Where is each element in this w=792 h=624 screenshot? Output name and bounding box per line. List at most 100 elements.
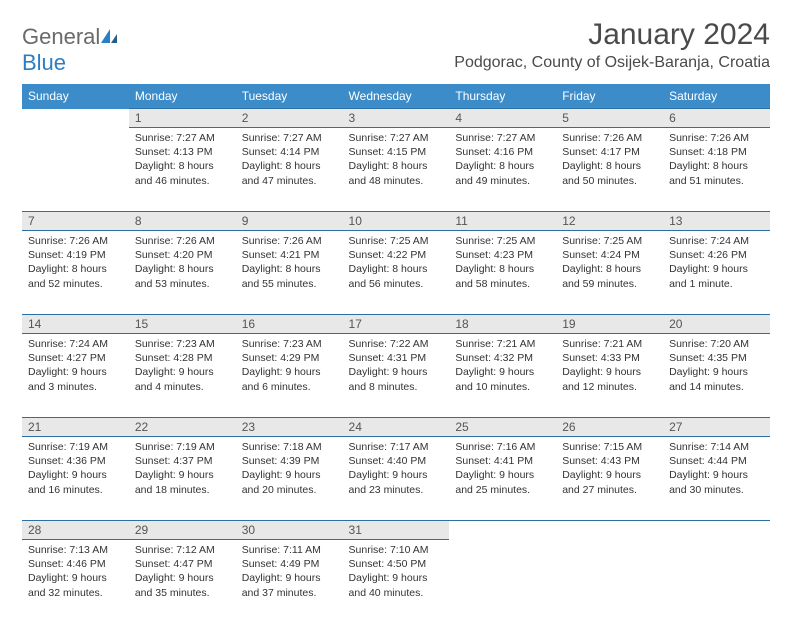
day-header: Friday: [556, 84, 663, 109]
sunset-text: Sunset: 4:22 PM: [349, 248, 444, 262]
daylight-text: Daylight: 9 hours and 25 minutes.: [455, 468, 550, 496]
sunset-text: Sunset: 4:31 PM: [349, 351, 444, 365]
daynum-row: 123456: [22, 109, 770, 128]
day-number: 11: [455, 214, 550, 228]
daylight-text: Daylight: 9 hours and 40 minutes.: [349, 571, 444, 599]
sunset-text: Sunset: 4:28 PM: [135, 351, 230, 365]
daynum-cell: 13: [663, 212, 770, 231]
week-row: Sunrise: 7:26 AMSunset: 4:19 PM Daylight:…: [22, 231, 770, 315]
day-header: Tuesday: [236, 84, 343, 109]
day-header-row: Sunday Monday Tuesday Wednesday Thursday…: [22, 84, 770, 109]
daylight-text: Daylight: 8 hours and 58 minutes.: [455, 262, 550, 290]
day-cell: [663, 540, 770, 624]
sunset-text: Sunset: 4:44 PM: [669, 454, 764, 468]
day-number: 8: [135, 214, 230, 228]
day-number: 17: [349, 317, 444, 331]
day-cell: Sunrise: 7:24 AMSunset: 4:27 PMDaylight:…: [22, 334, 129, 418]
day-cell: Sunrise: 7:19 AMSunset: 4:37 PMDaylight:…: [129, 437, 236, 521]
sunrise-text: Sunrise: 7:17 AM: [349, 440, 444, 454]
day-cell: Sunrise: 7:14 AMSunset: 4:44 PMDaylight:…: [663, 437, 770, 521]
daynum-cell: 25: [449, 418, 556, 437]
daynum-cell: 5: [556, 109, 663, 128]
daynum-row: 78910111213: [22, 212, 770, 231]
day-cell: Sunrise: 7:25 AMSunset: 4:23 PMDaylight:…: [449, 231, 556, 315]
day-cell: Sunrise: 7:21 AMSunset: 4:33 PMDaylight:…: [556, 334, 663, 418]
day-cell: [449, 540, 556, 624]
daynum-cell: [22, 109, 129, 128]
daynum-cell: 18: [449, 315, 556, 334]
day-cell: Sunrise: 7:10 AMSunset: 4:50 PMDaylight:…: [343, 540, 450, 624]
daylight-text: Daylight: 9 hours and 12 minutes.: [562, 365, 657, 393]
day-details: Sunrise: 7:27 AMSunset: 4:16 PMDaylight:…: [455, 131, 550, 188]
day-details: Sunrise: 7:26 AMSunset: 4:19 PMDaylight:…: [28, 234, 123, 291]
sunrise-text: Sunrise: 7:16 AM: [455, 440, 550, 454]
daylight-text: Daylight: 8 hours and 47 minutes.: [242, 159, 337, 187]
sunset-text: Sunset: 4:20 PM: [135, 248, 230, 262]
day-cell: Sunrise: 7:17 AMSunset: 4:40 PMDaylight:…: [343, 437, 450, 521]
sunset-text: Sunset: 4:29 PM: [242, 351, 337, 365]
day-cell: Sunrise: 7:27 AMSunset: 4:15 PMDaylight:…: [343, 128, 450, 212]
daynum-cell: 16: [236, 315, 343, 334]
daynum-cell: 2: [236, 109, 343, 128]
day-details: Sunrise: 7:19 AMSunset: 4:37 PMDaylight:…: [135, 440, 230, 497]
daylight-text: Daylight: 9 hours and 1 minute.: [669, 262, 764, 290]
sunrise-text: Sunrise: 7:27 AM: [135, 131, 230, 145]
day-header: Thursday: [449, 84, 556, 109]
day-cell: [22, 128, 129, 212]
day-details: Sunrise: 7:12 AMSunset: 4:47 PMDaylight:…: [135, 543, 230, 600]
day-header: Sunday: [22, 84, 129, 109]
sunrise-text: Sunrise: 7:18 AM: [242, 440, 337, 454]
sunset-text: Sunset: 4:24 PM: [562, 248, 657, 262]
day-details: Sunrise: 7:16 AMSunset: 4:41 PMDaylight:…: [455, 440, 550, 497]
logo-part2: Blue: [22, 50, 66, 75]
sunset-text: Sunset: 4:35 PM: [669, 351, 764, 365]
day-details: Sunrise: 7:25 AMSunset: 4:23 PMDaylight:…: [455, 234, 550, 291]
day-details: Sunrise: 7:19 AMSunset: 4:36 PMDaylight:…: [28, 440, 123, 497]
sunrise-text: Sunrise: 7:13 AM: [28, 543, 123, 557]
day-header: Monday: [129, 84, 236, 109]
day-number: 20: [669, 317, 764, 331]
sunset-text: Sunset: 4:26 PM: [669, 248, 764, 262]
daylight-text: Daylight: 9 hours and 10 minutes.: [455, 365, 550, 393]
daynum-row: 14151617181920: [22, 315, 770, 334]
sunset-text: Sunset: 4:36 PM: [28, 454, 123, 468]
day-number: 22: [135, 420, 230, 434]
sunrise-text: Sunrise: 7:25 AM: [349, 234, 444, 248]
day-number: 21: [28, 420, 123, 434]
sunrise-text: Sunrise: 7:27 AM: [455, 131, 550, 145]
sunset-text: Sunset: 4:39 PM: [242, 454, 337, 468]
sunset-text: Sunset: 4:17 PM: [562, 145, 657, 159]
sunrise-text: Sunrise: 7:26 AM: [28, 234, 123, 248]
day-cell: Sunrise: 7:27 AMSunset: 4:14 PMDaylight:…: [236, 128, 343, 212]
sunrise-text: Sunrise: 7:11 AM: [242, 543, 337, 557]
daynum-cell: 24: [343, 418, 450, 437]
sunset-text: Sunset: 4:19 PM: [28, 248, 123, 262]
sunset-text: Sunset: 4:40 PM: [349, 454, 444, 468]
daynum-cell: 10: [343, 212, 450, 231]
day-number: 25: [455, 420, 550, 434]
daynum-cell: 14: [22, 315, 129, 334]
sunset-text: Sunset: 4:46 PM: [28, 557, 123, 571]
daylight-text: Daylight: 9 hours and 27 minutes.: [562, 468, 657, 496]
daylight-text: Daylight: 8 hours and 59 minutes.: [562, 262, 657, 290]
day-number: 19: [562, 317, 657, 331]
day-details: Sunrise: 7:14 AMSunset: 4:44 PMDaylight:…: [669, 440, 764, 497]
day-number: 4: [455, 111, 550, 125]
sunset-text: Sunset: 4:47 PM: [135, 557, 230, 571]
sunrise-text: Sunrise: 7:19 AM: [135, 440, 230, 454]
sunset-text: Sunset: 4:27 PM: [28, 351, 123, 365]
day-number: 12: [562, 214, 657, 228]
sunrise-text: Sunrise: 7:23 AM: [135, 337, 230, 351]
daylight-text: Daylight: 8 hours and 51 minutes.: [669, 159, 764, 187]
daylight-text: Daylight: 9 hours and 30 minutes.: [669, 468, 764, 496]
day-cell: Sunrise: 7:26 AMSunset: 4:19 PMDaylight:…: [22, 231, 129, 315]
daynum-cell: 17: [343, 315, 450, 334]
week-row: Sunrise: 7:13 AMSunset: 4:46 PM Daylight:…: [22, 540, 770, 624]
day-details: Sunrise: 7:21 AMSunset: 4:32 PMDaylight:…: [455, 337, 550, 394]
daynum-cell: 7: [22, 212, 129, 231]
day-details: Sunrise: 7:24 AMSunset: 4:26 PMDaylight:…: [669, 234, 764, 291]
sunrise-text: Sunrise: 7:27 AM: [242, 131, 337, 145]
day-cell: Sunrise: 7:22 AMSunset: 4:31 PMDaylight:…: [343, 334, 450, 418]
daynum-cell: 19: [556, 315, 663, 334]
sunset-text: Sunset: 4:50 PM: [349, 557, 444, 571]
